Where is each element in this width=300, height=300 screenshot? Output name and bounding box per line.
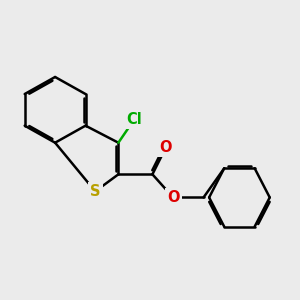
Text: S: S xyxy=(90,184,101,199)
Text: O: O xyxy=(160,140,172,155)
Text: O: O xyxy=(167,190,179,205)
Text: Cl: Cl xyxy=(126,112,142,127)
